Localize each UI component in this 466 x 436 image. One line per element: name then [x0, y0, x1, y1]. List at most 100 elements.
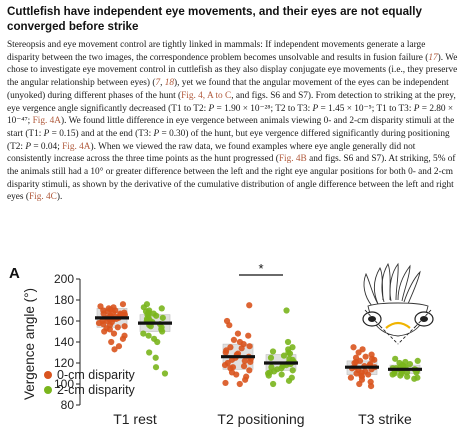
- paragraph-text: = 1.45 × 10⁻⁵; T1 to T3:: [318, 103, 414, 114]
- data-point: [159, 328, 166, 335]
- data-point: [146, 349, 153, 356]
- y-tick-label: 100: [54, 377, 74, 391]
- reference-link[interactable]: Fig. 4, A to C: [181, 90, 232, 101]
- paragraph-text: P: [208, 103, 215, 114]
- data-point: [147, 323, 154, 330]
- data-point: [269, 348, 277, 355]
- median-layer: [95, 316, 422, 371]
- data-point: [242, 376, 249, 383]
- data-point: [283, 307, 290, 314]
- data-point: [153, 312, 160, 319]
- data-point: [353, 370, 360, 377]
- data-point: [367, 383, 375, 390]
- y-tick-label: 160: [54, 314, 74, 328]
- paragraph-text: ). We chose to investigate eye movement …: [7, 52, 458, 89]
- data-point: [267, 354, 275, 361]
- x-axis-labels: T1 rest T2 positioning T3 strike: [113, 411, 412, 427]
- reference-link[interactable]: Fig. 4A: [62, 141, 91, 152]
- data-point: [240, 363, 248, 370]
- data-point: [161, 370, 169, 377]
- reference-link[interactable]: 18: [164, 78, 175, 89]
- data-point: [152, 354, 159, 361]
- data-point: [365, 371, 372, 378]
- data-point: [278, 371, 285, 378]
- data-point: [222, 349, 229, 356]
- data-point: [392, 355, 399, 362]
- reference-link[interactable]: Fig. 4B: [278, 154, 307, 165]
- y-tick-label: 200: [54, 272, 74, 286]
- paragraph-text: = 0.04;: [31, 141, 63, 152]
- paragraph-text: ). When we viewed the raw data, we found…: [7, 141, 416, 165]
- paragraph-text: ). We found little difference in eye ver…: [7, 116, 455, 139]
- data-point: [100, 321, 107, 328]
- data-point: [152, 364, 160, 371]
- paragraph-text: Stereopsis and eye movement control are …: [7, 40, 429, 63]
- data-point: [226, 322, 233, 329]
- y-tick-label: 180: [54, 293, 74, 307]
- data-point: [114, 324, 121, 331]
- reference-link[interactable]: 17: [428, 52, 438, 63]
- paragraph-text: P: [153, 128, 160, 139]
- data-point: [289, 367, 296, 374]
- data-point: [234, 330, 242, 337]
- data-point: [119, 335, 127, 342]
- data-point: [106, 326, 113, 333]
- data-point: [280, 352, 288, 359]
- data-point: [286, 350, 294, 357]
- section-heading: Cuttlefish have independent eye movement…: [7, 5, 422, 33]
- paragraph-text: = 0.30) of the hunt, but eye vergence di…: [7, 128, 450, 152]
- paragraph-text: ,: [160, 78, 165, 89]
- data-point: [145, 332, 152, 339]
- paragraph-text: , and figs. S6 and S7). From detection t…: [7, 90, 456, 114]
- data-point: [115, 343, 123, 350]
- data-point: [356, 380, 363, 388]
- data-point: [389, 371, 396, 378]
- legend-label: 2-cm disparity: [57, 383, 136, 397]
- data-point: [241, 357, 248, 364]
- data-point: [246, 343, 253, 350]
- y-axis: 80 100 120 140 160 180 200: [54, 272, 81, 412]
- paragraph-text: P: [43, 128, 50, 139]
- y-axis-label: Vergence angle (°): [22, 288, 37, 400]
- data-point: [121, 323, 128, 330]
- data-point: [140, 330, 147, 337]
- data-point: [246, 302, 253, 309]
- paragraph-text: = 2.80 × 10⁻⁴⁷;: [7, 103, 454, 127]
- data-point: [158, 305, 165, 312]
- y-tick-label: 120: [54, 356, 74, 370]
- x-category-label: T3 strike: [358, 411, 412, 427]
- data-point: [362, 353, 369, 360]
- data-point: [285, 377, 293, 384]
- paragraph-text: ).: [56, 192, 63, 203]
- data-point: [270, 380, 277, 388]
- significance-marker: *: [239, 262, 283, 276]
- data-point: [406, 360, 414, 368]
- paragraph-text: and figs. S6 and S7). At striking, 5% of…: [7, 154, 456, 203]
- data-point: [119, 301, 127, 308]
- reference-link[interactable]: Fig. 4C: [28, 192, 57, 203]
- significance-star: *: [258, 262, 263, 276]
- paragraph-text: P: [413, 103, 420, 114]
- reference-link[interactable]: 7: [155, 78, 161, 89]
- paragraph-text: = 1.90 × 10⁻²⁸; T2 to T3:: [214, 103, 313, 114]
- reference-link[interactable]: Fig. 4A: [32, 116, 62, 127]
- data-point: [265, 372, 272, 379]
- paragraph-text: P: [312, 103, 319, 114]
- data-point: [245, 332, 252, 339]
- legend-marker: [44, 371, 52, 379]
- data-point: [350, 344, 357, 351]
- data-point: [236, 380, 243, 388]
- data-point: [411, 375, 418, 382]
- paragraph-text: ), yet we found that the angular movemen…: [7, 78, 449, 101]
- legend-marker: [44, 386, 52, 394]
- data-point: [100, 310, 107, 317]
- data-point: [284, 338, 292, 346]
- data-point: [238, 345, 245, 352]
- data-point: [101, 328, 108, 335]
- x-category-label: T2 positioning: [217, 411, 304, 427]
- y-tick-label: 140: [54, 335, 74, 349]
- body-paragraph: Stereopsis and eye movement control are …: [7, 39, 459, 204]
- data-point: [159, 314, 166, 321]
- data-point: [246, 367, 253, 374]
